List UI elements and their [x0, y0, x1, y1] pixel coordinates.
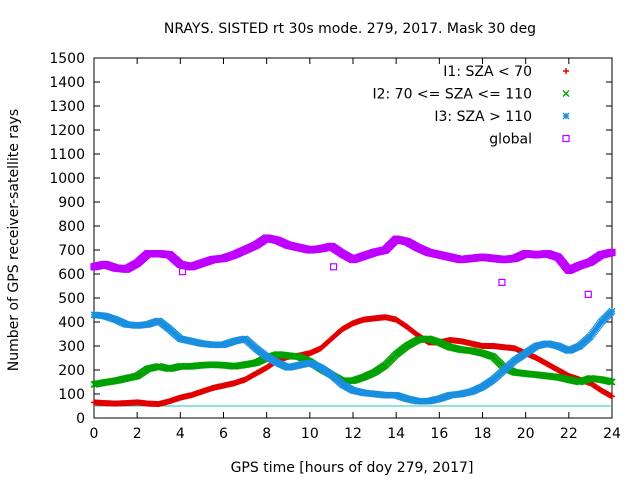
x-tick-label: 0: [90, 426, 99, 442]
x-tick-label: 10: [301, 426, 319, 442]
legend: I1: SZA < 70 I2: 70 <= SZA <= 110 I3: SZA …: [372, 64, 570, 148]
y-tick-label: 1400: [49, 75, 85, 91]
x-tick-label: 14: [387, 426, 405, 442]
data-point-i1: [609, 393, 615, 400]
x-tick-label: 22: [560, 426, 578, 442]
data-layer: [90, 234, 616, 408]
y-tick-label: 300: [58, 339, 85, 355]
y-tick-label: 1000: [49, 171, 85, 187]
y-tick-label: 1500: [49, 51, 85, 67]
y-axis-label: Number of GPS receiver-satellite rays: [6, 109, 22, 371]
y-tick-label: 800: [58, 219, 85, 235]
series-i1: [91, 314, 615, 408]
ticks-layer: 0100200300400500600700800900100011001200…: [49, 51, 621, 442]
series-i3: [90, 307, 616, 405]
x-tick-label: 6: [219, 426, 228, 442]
x-tick-label: 12: [344, 426, 362, 442]
x-tick-label: 4: [176, 426, 185, 442]
data-point-i2: [608, 378, 616, 386]
plot-border: [93, 57, 613, 419]
y-tick-label: 700: [58, 243, 85, 259]
legend-marker-global: [562, 134, 570, 143]
y-tick-label: 1300: [49, 99, 85, 115]
x-tick-label: 8: [262, 426, 271, 442]
axes-layer: [93, 57, 613, 419]
legend-marker-i3: [562, 112, 570, 120]
y-tick-label: 1100: [49, 147, 85, 163]
legend-marker-i2: [562, 90, 570, 97]
data-point-i3: [608, 307, 616, 315]
legend-label-global: global: [489, 132, 532, 148]
y-tick-label: 100: [58, 387, 85, 403]
y-tick-label: 200: [58, 363, 85, 379]
y-tick-label: 900: [58, 195, 85, 211]
x-tick-label: 20: [517, 426, 535, 442]
y-tick-label: 1200: [49, 123, 85, 139]
legend-label-i1: I1: SZA < 70: [443, 64, 532, 80]
series-global: [90, 234, 616, 274]
x-tick-label: 24: [603, 426, 621, 442]
legend-label-i2: I2: 70 <= SZA <= 110: [372, 87, 532, 103]
outlier-point: [178, 268, 187, 276]
x-axis-label: GPS time [hours of doy 279, 2017]: [231, 460, 474, 476]
legend-marker-i1: [563, 68, 569, 74]
y-tick-label: 400: [58, 315, 85, 331]
outlier-point: [498, 278, 506, 286]
y-tick-label: 500: [58, 291, 85, 307]
chart-title: NRAYS. SISTED rt 30s mode. 279, 2017. Ma…: [164, 21, 536, 37]
outlier-point: [584, 290, 592, 298]
data-point-global: [608, 248, 616, 256]
y-tick-label: 0: [76, 411, 85, 427]
outlier-point: [329, 263, 338, 271]
x-tick-label: 18: [474, 426, 492, 442]
legend-label-i3: I3: SZA > 110: [434, 109, 532, 125]
x-tick-label: 16: [430, 426, 448, 442]
y-tick-label: 600: [58, 267, 85, 283]
x-tick-label: 2: [133, 426, 142, 442]
